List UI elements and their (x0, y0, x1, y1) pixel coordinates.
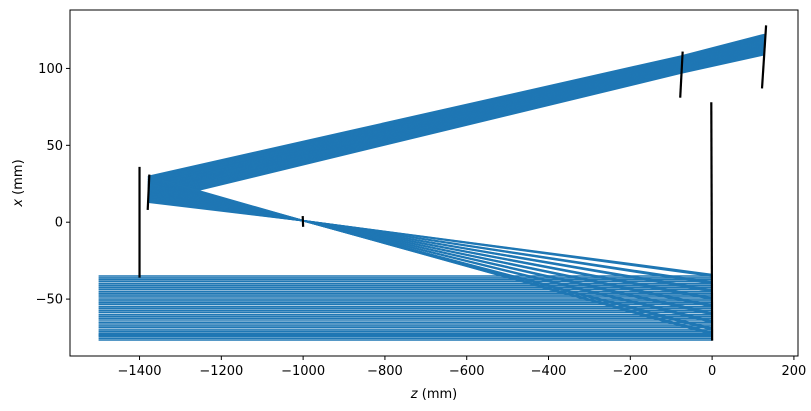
element-detector (710, 102, 714, 341)
y-ticks: −50 0 50 100 (36, 62, 70, 308)
element-mirror-a (146, 174, 151, 210)
x-tick-label: −800 (367, 364, 403, 379)
y-tick-label: 100 (38, 62, 63, 77)
x-tick-label: −1200 (199, 364, 243, 379)
axes-frame (69, 9, 799, 357)
element-mirror-c (760, 25, 768, 89)
x-tick-label: −1000 (281, 364, 325, 379)
x-ticks: −1400 −1200 −1000 −800 −600 −400 −200 0 200 (118, 356, 806, 379)
y-tick-label: 50 (46, 139, 63, 154)
x-tick-label: 0 (708, 364, 716, 379)
x-tick-label: 200 (781, 364, 806, 379)
x-tick-label: −1400 (118, 364, 162, 379)
element-mirror-b (679, 51, 684, 98)
y-axis-label: x (mm) (11, 159, 26, 207)
x-tick-label: −600 (449, 364, 485, 379)
y-tick-label: 0 (55, 216, 63, 231)
x-axis-label: z (mm) (410, 387, 457, 402)
x-tick-label: −400 (531, 364, 567, 379)
y-tick-label: −50 (36, 293, 63, 308)
x-tick-label: −200 (612, 364, 648, 379)
optical-elements-group (138, 25, 768, 341)
